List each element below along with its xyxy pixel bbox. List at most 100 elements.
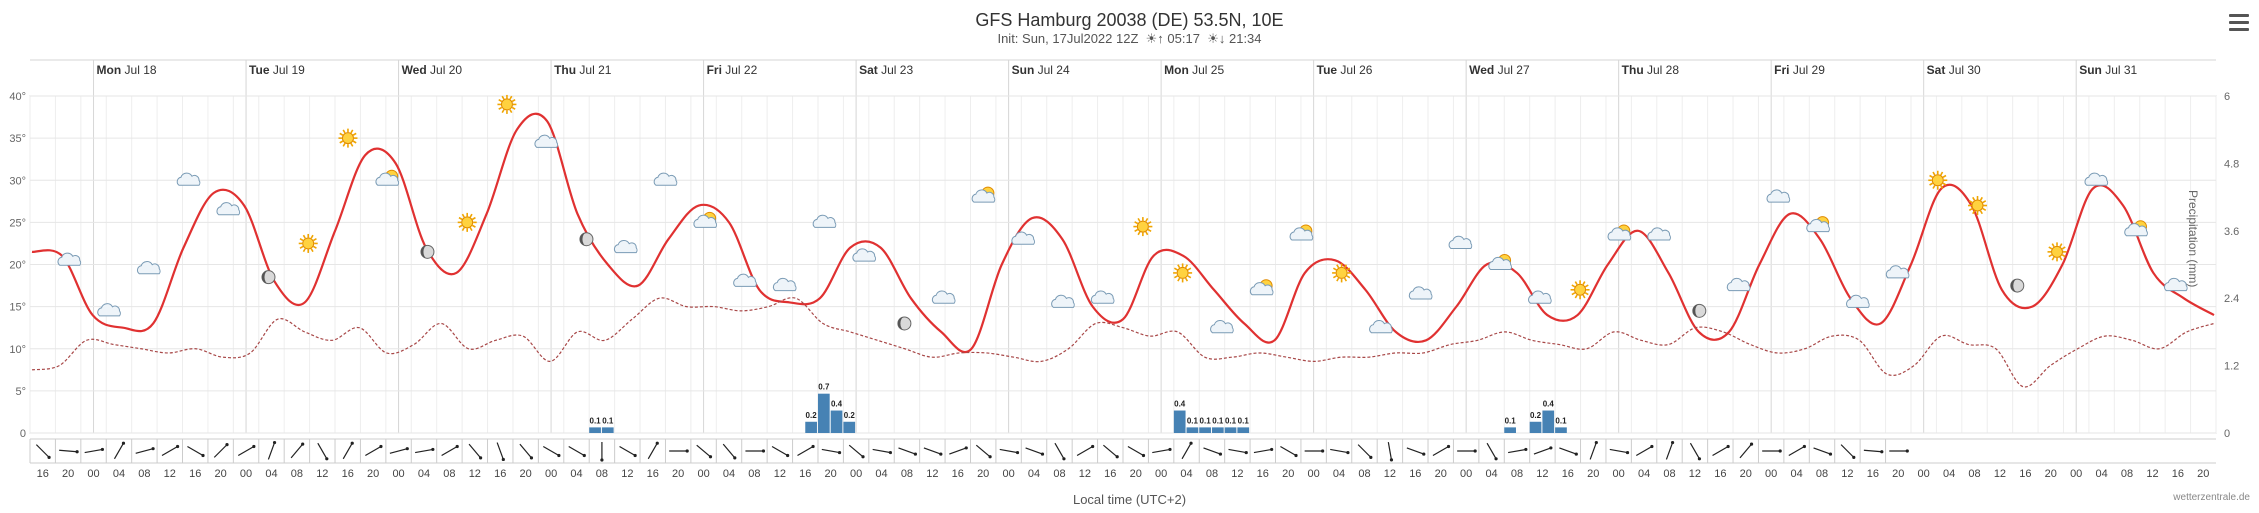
hour-label: 08 xyxy=(1053,468,1065,480)
wind-arrow xyxy=(1739,443,1753,459)
wind-arrow xyxy=(267,442,276,460)
wind-arrow xyxy=(389,448,408,454)
hour-label: 12 xyxy=(469,468,481,480)
day-label: Wed Jul 20 xyxy=(402,63,463,77)
wind-arrow-head xyxy=(939,452,943,456)
wind-arrow-head xyxy=(837,450,842,455)
hour-label: 12 xyxy=(621,468,633,480)
wind-arrow xyxy=(1406,447,1424,455)
hour-label: 12 xyxy=(1841,468,1853,480)
day-label: Sun Jul 31 xyxy=(2079,63,2137,77)
axis-layer: Mon Jul 18 Tue Jul 19 Wed Jul 20 Thu Jul 21… xyxy=(9,63,2239,480)
hour-label: 16 xyxy=(37,468,49,480)
wind-arrow xyxy=(187,445,204,457)
hour-label: 04 xyxy=(418,468,430,480)
wind-arrow-head xyxy=(655,441,659,445)
day-label: Wed Jul 27 xyxy=(1469,63,1530,77)
day-label: Thu Jul 28 xyxy=(1622,63,1680,77)
hour-label: 20 xyxy=(520,468,532,480)
wind-arrow xyxy=(496,442,504,460)
wind-arrow xyxy=(1025,447,1043,455)
day-label: Thu Jul 21 xyxy=(554,63,612,77)
day-label: Sun Jul 24 xyxy=(1012,63,1070,77)
precip-bar xyxy=(1529,421,1542,433)
precip-bar xyxy=(1555,427,1567,433)
partly-cloudy-icon xyxy=(693,211,718,228)
wind-arrow-head xyxy=(888,450,892,455)
cloud-icon xyxy=(1726,277,1751,292)
wind-arrow-head xyxy=(1670,440,1675,445)
precip-label: 0.1 xyxy=(1187,416,1199,425)
wind-arrow xyxy=(1788,445,1805,457)
hour-label: 04 xyxy=(1943,468,1955,480)
right-axis-title: Precipitation (mm) xyxy=(2186,190,2200,288)
wind-arrow-head xyxy=(582,453,586,458)
wind-arrow-head xyxy=(1880,450,1884,454)
hour-label: 00 xyxy=(1918,468,1930,480)
wind-arrow xyxy=(1712,445,1729,457)
precip-label: 0.1 xyxy=(1555,416,1567,425)
wind-arrow xyxy=(722,443,736,459)
hour-label: 08 xyxy=(1816,468,1828,480)
wind-arrow-head xyxy=(1244,450,1248,455)
wind-row xyxy=(29,438,2216,464)
hour-label: 12 xyxy=(2146,468,2158,480)
wind-arrow xyxy=(84,448,103,454)
partly-cloudy-icon xyxy=(375,169,400,186)
precip-label: 0.1 xyxy=(1212,416,1224,425)
wind-arrow xyxy=(1609,448,1628,454)
hour-label: 16 xyxy=(1867,468,1879,480)
wind-arrow xyxy=(1103,444,1118,458)
cloud-icon xyxy=(534,134,559,148)
hour-label: 20 xyxy=(1587,468,1599,480)
hour-label: 16 xyxy=(1257,468,1269,480)
wind-arrow xyxy=(771,445,788,457)
partly-cloudy-icon xyxy=(1607,224,1632,241)
precip-bar xyxy=(830,410,843,433)
wind-arrow-head xyxy=(913,452,917,456)
wind-arrow-head xyxy=(1524,447,1528,452)
partly-cloudy-icon xyxy=(1289,224,1314,241)
wind-arrow-head xyxy=(1091,444,1095,449)
wind-arrow xyxy=(1432,445,1449,457)
wind-arrow-head xyxy=(1346,450,1350,455)
wind-arrow-head xyxy=(100,447,105,452)
hour-label: 12 xyxy=(774,468,786,480)
wind-arrow xyxy=(135,448,154,454)
hour-label: 12 xyxy=(1079,468,1091,480)
wind-arrow-head xyxy=(1574,452,1578,456)
wind-arrow xyxy=(161,445,178,457)
cloud-icon xyxy=(137,261,161,275)
cloud-icon xyxy=(97,303,121,317)
hamburger-menu-icon[interactable] xyxy=(2229,14,2249,32)
wind-arrow-head xyxy=(350,441,354,445)
y-left-tick-label: 20° xyxy=(9,260,26,272)
hour-label: 20 xyxy=(1892,468,1904,480)
moon-icon xyxy=(897,316,912,331)
sun-icon xyxy=(1173,263,1193,283)
wind-arrow-head xyxy=(252,444,256,449)
hour-label: 12 xyxy=(926,468,938,480)
wind-arrow-head xyxy=(1549,446,1553,450)
hour-label: 16 xyxy=(647,468,659,480)
wind-arrow-head xyxy=(1697,457,1702,461)
hour-label: 00 xyxy=(1155,468,1167,480)
day-label: Fri Jul 29 xyxy=(1774,63,1825,77)
cloud-icon xyxy=(772,277,797,292)
wind-arrow xyxy=(1054,442,1065,460)
precip-bar xyxy=(1224,427,1237,433)
wind-arrow-head xyxy=(405,447,409,451)
hour-label: 20 xyxy=(825,468,837,480)
cloud-icon xyxy=(1647,227,1671,241)
hour-label: 12 xyxy=(1536,468,1548,480)
chart-subtitle: Init: Sun, 17Jul2022 12Z ☀↑ 05:17 ☀↓ 21:… xyxy=(0,31,2259,47)
precip-bar xyxy=(601,427,614,433)
wind-arrow xyxy=(1863,449,1882,453)
precip-label: 0.2 xyxy=(844,411,856,420)
wind-arrow-head xyxy=(325,457,329,461)
hour-label: 04 xyxy=(2095,468,2107,480)
hour-label: 20 xyxy=(672,468,684,480)
wind-arrow-head xyxy=(501,457,505,462)
wind-arrow xyxy=(821,448,840,454)
cloud-icon xyxy=(1448,235,1473,249)
